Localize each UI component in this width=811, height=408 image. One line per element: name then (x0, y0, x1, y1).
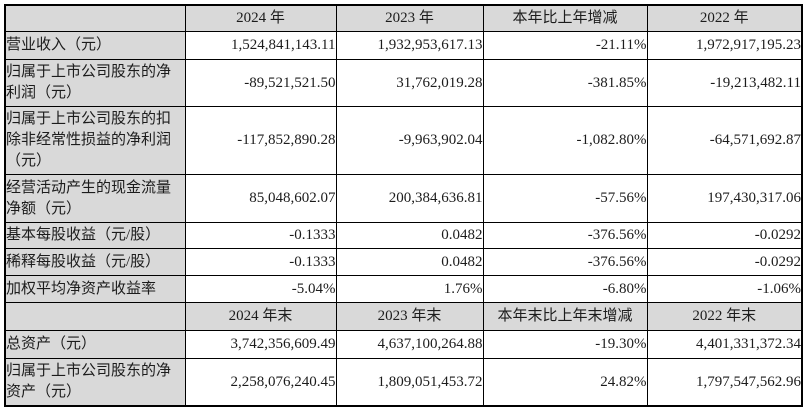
value-2023: 0.0482 (335, 222, 484, 249)
table-row-net-profit-excl-nonrecurring: 归属于上市公司股东的扣除非经常性损益的净利润（元） -117,852,890.2… (4, 106, 803, 175)
value-2023: 1,809,051,453.72 (335, 358, 484, 407)
row-label: 总资产（元） (4, 330, 186, 359)
value-change: -381.85% (482, 59, 648, 107)
value-2024: -117,852,890.28 (184, 106, 337, 175)
value-2024: -89,521,521.50 (184, 59, 337, 107)
header-yearend-change: 本年末比上年末增减 (482, 302, 648, 331)
header-2022-yearend: 2022 年末 (646, 302, 803, 331)
value-2023: 4,637,100,264.88 (335, 330, 484, 359)
value-2022: 1,797,547,562.96 (646, 358, 803, 407)
value-2023: 200,384,636.81 (335, 174, 484, 223)
row-label: 归属于上市公司股东的净利润（元） (4, 59, 186, 107)
table-row-total-assets: 总资产（元） 3,742,356,609.49 4,637,100,264.88… (4, 330, 803, 359)
value-2022: -19,213,482.11 (646, 59, 803, 107)
value-2023: -9,963,902.04 (335, 106, 484, 175)
header-2024-yearend: 2024 年末 (184, 302, 337, 331)
table-row-weighted-avg-roe: 加权平均净资产收益率 -5.04% 1.76% -6.80% -1.06% (4, 275, 803, 303)
value-2023: 0.0482 (335, 248, 484, 276)
value-2022: -1.06% (646, 275, 803, 303)
header-2023: 2023 年 (335, 4, 484, 32)
value-2022: -64,571,692.87 (646, 106, 803, 175)
value-change: -21.11% (482, 31, 648, 60)
header-blank-cell (4, 4, 186, 32)
table-row-net-profit: 归属于上市公司股东的净利润（元） -89,521,521.50 31,762,0… (4, 59, 803, 107)
header-2024: 2024 年 (184, 4, 337, 32)
header-row-yearend: 2024 年末 2023 年末 本年末比上年末增减 2022 年末 (4, 302, 803, 331)
value-2022: 1,972,917,195.23 (646, 31, 803, 60)
row-label: 营业收入（元） (4, 31, 186, 60)
row-label: 归属于上市公司股东的扣除非经常性损益的净利润（元） (4, 106, 186, 175)
header-row-period: 2024 年 2023 年 本年比上年增减 2022 年 (4, 4, 803, 32)
row-label: 加权平均净资产收益率 (4, 275, 186, 303)
value-change: -1,082.80% (482, 106, 648, 175)
table-row-net-assets: 归属于上市公司股东的净资产（元） 2,258,076,240.45 1,809,… (4, 358, 803, 407)
value-2023: 31,762,019.28 (335, 59, 484, 107)
header-yoy-change: 本年比上年增减 (482, 4, 648, 32)
row-label: 基本每股收益（元/股） (4, 222, 186, 249)
value-2023: 1,932,953,617.13 (335, 31, 484, 60)
value-2024: 1,524,841,143.11 (184, 31, 337, 60)
value-2024: -0.1333 (184, 248, 337, 276)
value-2024: 85,048,602.07 (184, 174, 337, 223)
value-change: -19.30% (482, 330, 648, 359)
value-change: -376.56% (482, 222, 648, 249)
value-change: -6.80% (482, 275, 648, 303)
row-label: 归属于上市公司股东的净资产（元） (4, 358, 186, 407)
value-2022: -0.0292 (646, 222, 803, 249)
value-2024: 3,742,356,609.49 (184, 330, 337, 359)
header-blank-cell (4, 302, 186, 331)
table-row-basic-eps: 基本每股收益（元/股） -0.1333 0.0482 -376.56% -0.0… (4, 222, 803, 249)
value-2024: 2,258,076,240.45 (184, 358, 337, 407)
table-row-operating-cash-flow: 经营活动产生的现金流量净额（元） 85,048,602.07 200,384,6… (4, 174, 803, 223)
value-2022: -0.0292 (646, 248, 803, 276)
row-label: 稀释每股收益（元/股） (4, 248, 186, 276)
value-change: -57.56% (482, 174, 648, 223)
header-2023-yearend: 2023 年末 (335, 302, 484, 331)
value-2024: -0.1333 (184, 222, 337, 249)
table-row-diluted-eps: 稀释每股收益（元/股） -0.1333 0.0482 -376.56% -0.0… (4, 248, 803, 276)
header-2022: 2022 年 (646, 4, 803, 32)
table-row-revenue: 营业收入（元） 1,524,841,143.11 1,932,953,617.1… (4, 31, 803, 60)
value-change: -376.56% (482, 248, 648, 276)
value-2024: -5.04% (184, 275, 337, 303)
row-label: 经营活动产生的现金流量净额（元） (4, 174, 186, 223)
value-2022: 197,430,317.06 (646, 174, 803, 223)
value-2023: 1.76% (335, 275, 484, 303)
value-2022: 4,401,331,372.34 (646, 330, 803, 359)
financial-summary-table: 2024 年 2023 年 本年比上年增减 2022 年 营业收入（元） 1,5… (4, 4, 803, 407)
value-change: 24.82% (482, 358, 648, 407)
